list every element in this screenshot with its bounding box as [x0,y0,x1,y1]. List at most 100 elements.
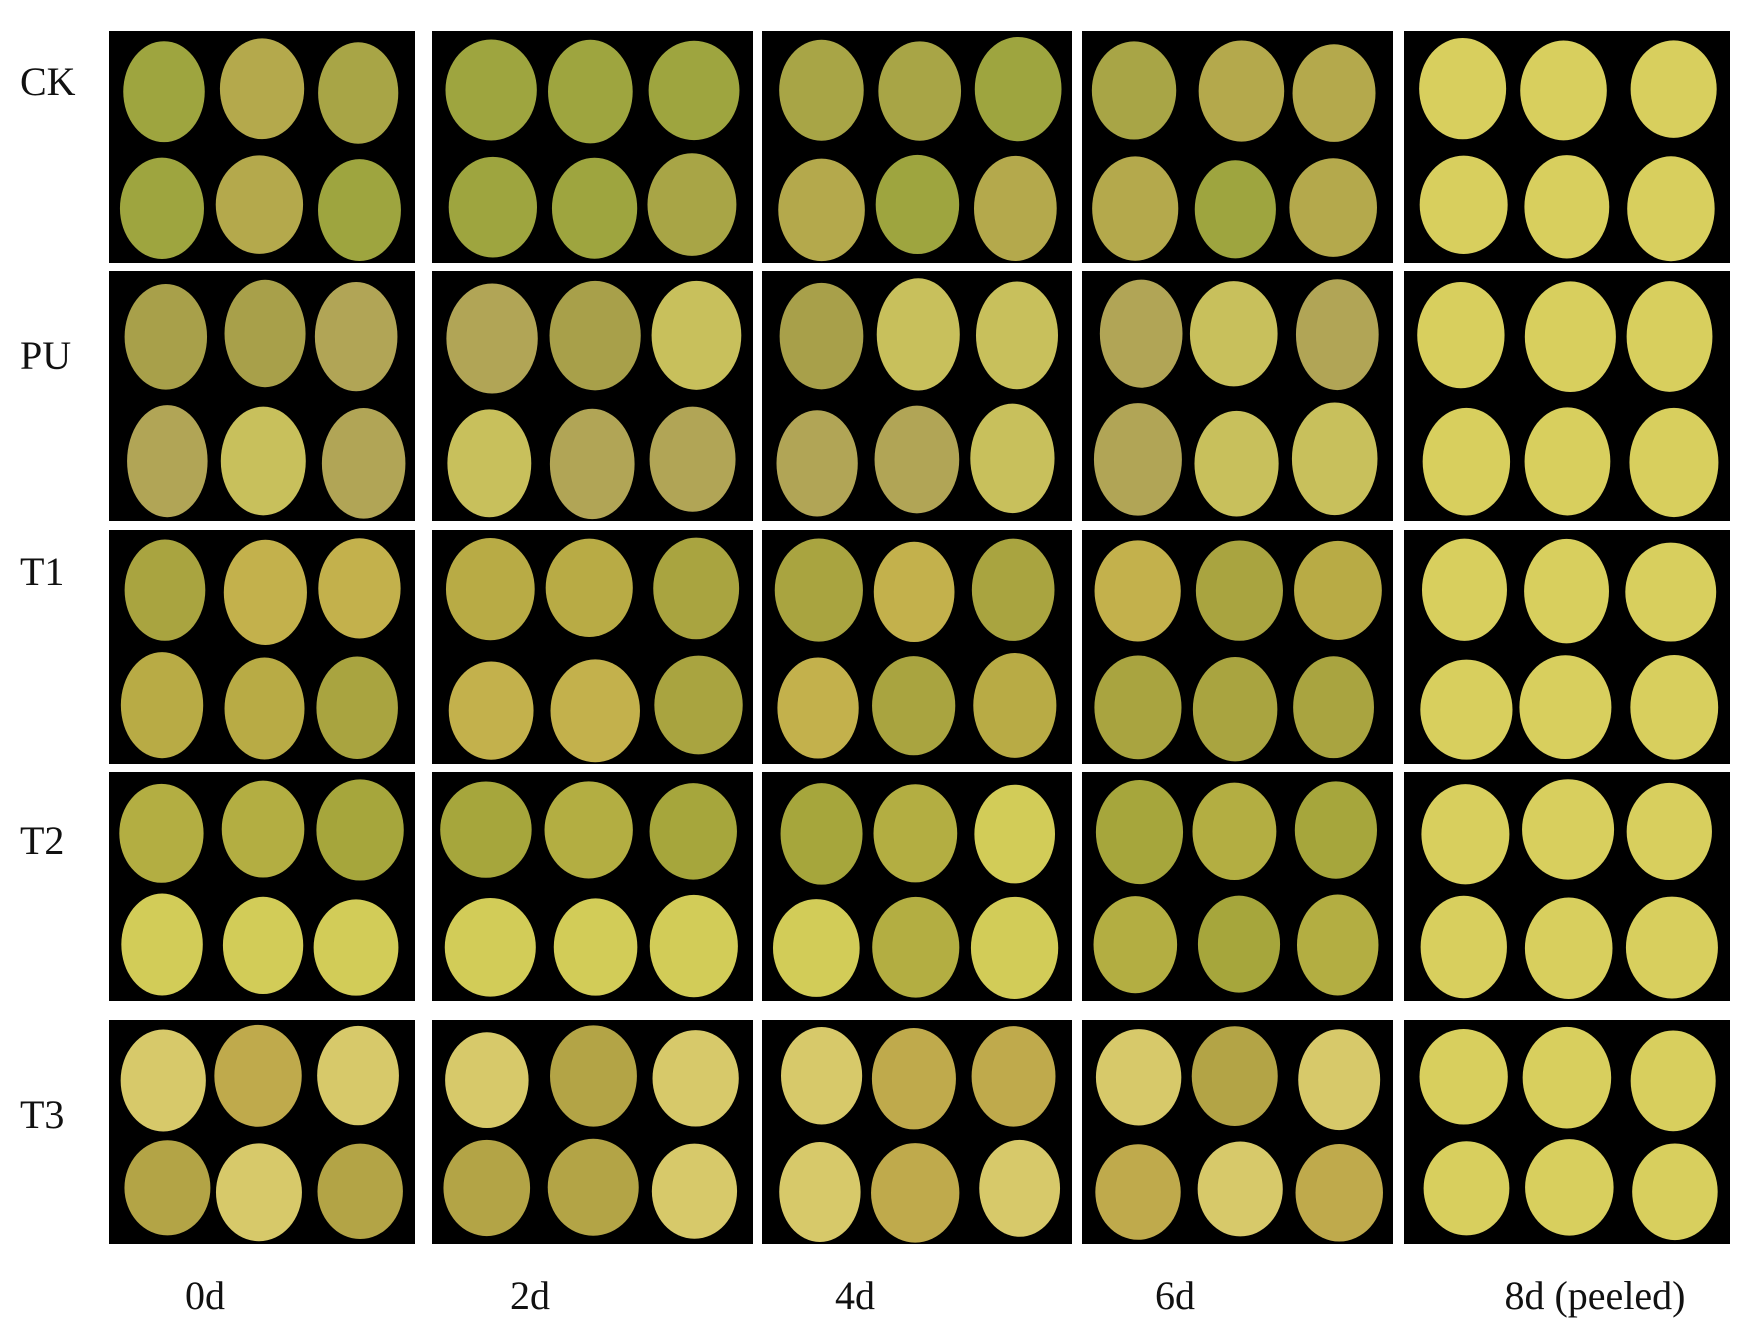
row-label: PU [20,333,72,378]
fruit [440,781,532,878]
fruit [1094,540,1181,642]
fruit [321,408,406,519]
fruit [1198,40,1285,142]
fruit [971,1026,1056,1127]
column-label: 4d [835,1273,875,1318]
fruit [647,153,737,256]
fruit [781,1027,863,1125]
fruit [220,406,306,516]
fruit [119,783,204,883]
fruit [651,280,742,390]
fruit [1525,1139,1614,1236]
fruit [444,897,536,997]
fruit [545,538,633,637]
fruit [1289,158,1377,257]
fruit [780,783,863,885]
fruit [446,283,538,394]
fruit [1093,896,1178,994]
fruit [1194,410,1279,517]
fruit [878,41,962,141]
fruit [119,157,204,260]
fruit [772,899,860,997]
fruit [1626,281,1713,392]
fruit [318,42,399,144]
fruit [1630,1030,1716,1132]
fruit [215,1143,302,1242]
fruit [975,281,1059,390]
fruit [1095,1144,1181,1240]
row-label: T2 [20,818,65,863]
fruit [124,539,206,641]
fruit [318,159,401,261]
fruit [1298,1029,1381,1131]
fruit [654,655,743,755]
fruit [447,409,532,518]
fruit [224,657,305,760]
fruit [120,652,204,759]
fruit [1421,538,1507,641]
fruit [1419,155,1508,254]
fruit [973,155,1057,261]
fruit [316,779,404,881]
fruit [1296,894,1379,996]
fruit [1422,407,1511,516]
fruit [215,155,304,254]
fruit [1191,1026,1278,1126]
fruit [1524,897,1613,999]
fruit [553,898,638,996]
fruit [317,1143,403,1239]
fruit [445,39,537,141]
fruit [779,39,864,141]
fruit [127,405,208,518]
fruit [973,653,1057,758]
fruit [1099,279,1183,388]
fruit [872,656,956,756]
fruit [1420,659,1513,760]
fruit [120,1029,206,1132]
fruit [974,784,1055,884]
fruit [223,539,307,645]
fruit [970,896,1059,999]
fruit [871,1143,960,1243]
fruit [1625,542,1717,642]
fruit [974,36,1062,142]
column-label: 0d [185,1273,225,1318]
fruit [549,408,635,520]
fruit [778,158,865,262]
column-label: 6d [1155,1273,1195,1318]
fruit [873,541,955,643]
fruit [123,41,205,143]
fruit [1626,782,1712,881]
fruit [316,656,398,759]
fruit [551,157,638,259]
fruit [1293,656,1374,759]
row-label: T1 [20,549,65,594]
fruit [314,281,398,392]
row-label: CK [20,59,76,104]
fruit [1630,655,1719,760]
fruit [873,784,958,883]
fruit [221,780,305,878]
fruit [219,38,305,140]
fruit [1519,655,1612,760]
fruit [1520,40,1607,141]
fruit [214,1024,302,1127]
fruit [1421,784,1510,885]
fruit [1524,281,1616,393]
fruit [652,1030,739,1127]
fruit [443,1139,531,1237]
row-label: T3 [20,1092,65,1137]
fruit [550,659,640,763]
fruit [779,282,864,390]
fruit [549,280,641,391]
fruit [1095,1029,1182,1126]
fruit [653,537,740,640]
fruit [1419,37,1507,140]
fruit [1632,1143,1718,1241]
fruit [649,406,736,512]
fruit [548,39,633,144]
fruit [774,538,863,642]
fruit [651,1143,738,1239]
